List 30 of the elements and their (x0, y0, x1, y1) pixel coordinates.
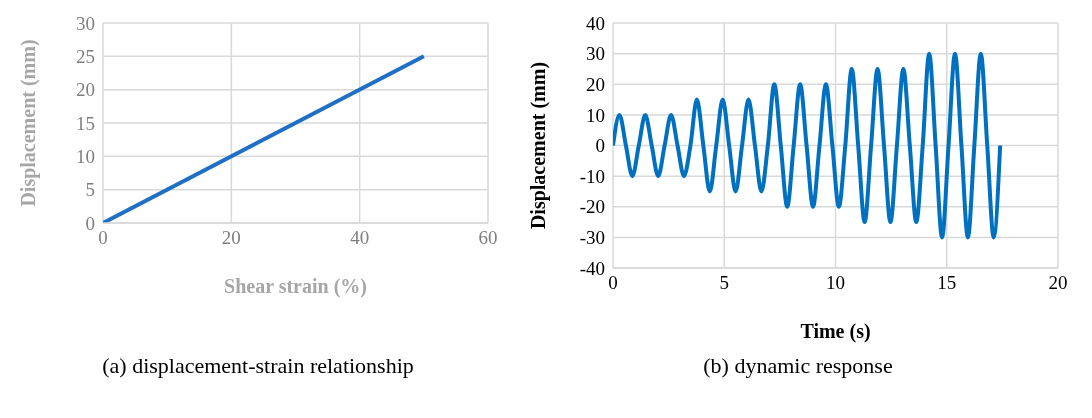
y-tick-label: -10 (579, 165, 605, 187)
y-tick-label: 30 (586, 43, 605, 65)
y-tick-label: 30 (76, 12, 95, 34)
y-axis-title: Displacement (mm) (527, 61, 551, 230)
y-tick-label: -30 (579, 227, 605, 249)
x-tick-label: 20 (221, 227, 241, 249)
x-tick-label: 40 (350, 227, 370, 249)
y-axis-title: Displacement (mm) (17, 39, 41, 207)
y-tick-label: 20 (586, 74, 605, 95)
line-series (613, 51, 1003, 240)
text: (a) displacement-strain relationship (101, 353, 415, 379)
x-tick-label: 10 (826, 272, 845, 294)
y-tick-label: 40 (586, 12, 605, 34)
x-tick-label: 20 (1048, 272, 1068, 294)
x-tick-label: 5 (719, 272, 729, 294)
x-axis-title: Time (s) (800, 320, 871, 343)
x-tick-label: 60 (478, 227, 498, 249)
y-tick-label: 15 (76, 112, 95, 134)
y-tick-label: 0 (85, 212, 95, 234)
text: (b) dynamic response (702, 353, 894, 379)
y-tick-label: 25 (76, 46, 95, 68)
y-tick-label: 20 (76, 79, 95, 101)
y-tick-label: 10 (76, 146, 95, 168)
y-tick-label: -20 (579, 196, 605, 218)
x-axis-title: Shear strain (%) (224, 275, 367, 298)
y-tick-label: 10 (586, 104, 605, 126)
y-tick-label: 5 (85, 179, 95, 201)
x-tick-label: 15 (937, 272, 957, 294)
y-tick-label: 0 (595, 135, 605, 157)
y-tick-label: -40 (579, 257, 605, 279)
